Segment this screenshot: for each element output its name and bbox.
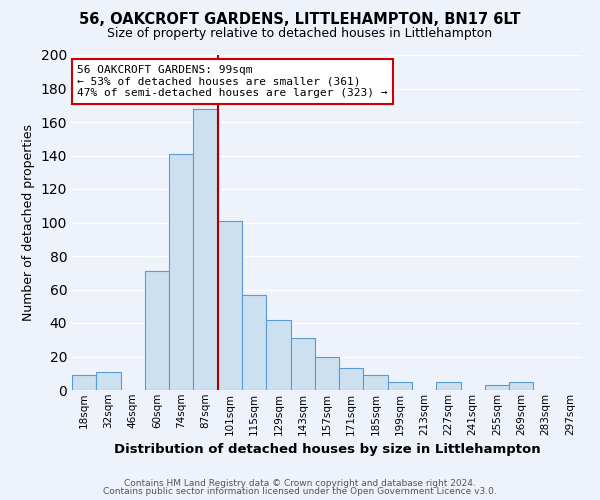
Bar: [169, 154, 193, 390]
Bar: [364, 375, 388, 390]
Bar: [96, 372, 121, 390]
Bar: [388, 382, 412, 390]
Bar: [485, 385, 509, 390]
X-axis label: Distribution of detached houses by size in Littlehampton: Distribution of detached houses by size …: [113, 443, 541, 456]
Text: Size of property relative to detached houses in Littlehampton: Size of property relative to detached ho…: [107, 28, 493, 40]
Bar: [72, 375, 96, 390]
Bar: [242, 294, 266, 390]
Text: 56 OAKCROFT GARDENS: 99sqm
← 53% of detached houses are smaller (361)
47% of sem: 56 OAKCROFT GARDENS: 99sqm ← 53% of deta…: [77, 65, 388, 98]
Bar: [145, 271, 169, 390]
Text: Contains HM Land Registry data © Crown copyright and database right 2024.: Contains HM Land Registry data © Crown c…: [124, 478, 476, 488]
Y-axis label: Number of detached properties: Number of detached properties: [22, 124, 35, 321]
Bar: [290, 338, 315, 390]
Bar: [509, 382, 533, 390]
Bar: [218, 221, 242, 390]
Bar: [266, 320, 290, 390]
Bar: [315, 356, 339, 390]
Text: 56, OAKCROFT GARDENS, LITTLEHAMPTON, BN17 6LT: 56, OAKCROFT GARDENS, LITTLEHAMPTON, BN1…: [79, 12, 521, 28]
Bar: [436, 382, 461, 390]
Bar: [339, 368, 364, 390]
Bar: [193, 108, 218, 390]
Text: Contains public sector information licensed under the Open Government Licence v3: Contains public sector information licen…: [103, 487, 497, 496]
